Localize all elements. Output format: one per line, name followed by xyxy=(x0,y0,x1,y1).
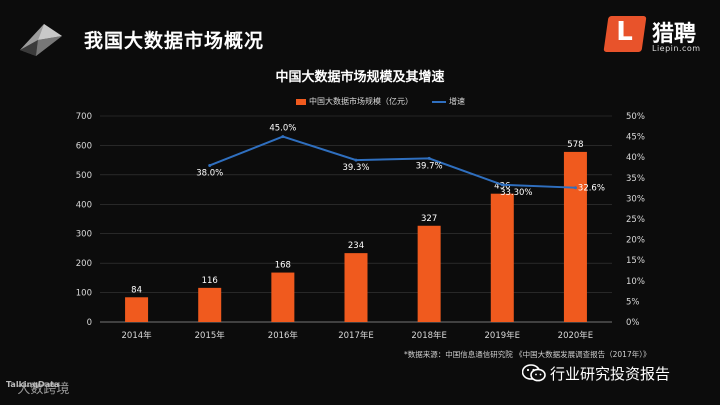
y-right-tick-label: 10% xyxy=(626,277,645,287)
y-right-tick-label: 5% xyxy=(626,297,640,307)
x-tick-label: 2019年E xyxy=(485,330,521,341)
bar-value-label: 234 xyxy=(348,241,364,251)
bar xyxy=(490,193,514,322)
wechat-icon xyxy=(522,364,546,382)
y-right-tick-label: 40% xyxy=(626,153,645,163)
y-left-tick-label: 300 xyxy=(76,230,92,240)
y-right-tick-label: 20% xyxy=(626,236,645,246)
y-left-tick-label: 400 xyxy=(76,200,92,210)
bar-value-label: 84 xyxy=(131,285,142,295)
bar-value-label: 327 xyxy=(421,214,437,224)
legend-label-bar: 中国大数据市场规模（亿元） xyxy=(309,97,413,106)
watermark: TalkingData大数跨境 xyxy=(6,378,69,397)
watermark-brand: TalkingData xyxy=(6,380,60,389)
source-note: *数据来源：中国信息通信研究院 《中国大数据发展调查报告（2017年）》 xyxy=(404,350,651,359)
growth-point xyxy=(573,186,577,190)
wechat-account-name: 行业研究投资报告 xyxy=(550,365,671,383)
x-tick-label: 2018年E xyxy=(411,330,447,341)
bar-value-label: 116 xyxy=(202,276,218,286)
growth-point xyxy=(354,158,358,162)
legend-swatch-bar xyxy=(296,98,306,105)
y-right-tick-label: 50% xyxy=(626,112,645,122)
y-right-tick-label: 0% xyxy=(626,318,640,328)
chart-title: 中国大数据市场规模及其增速 xyxy=(275,70,445,85)
logo-name: 猎聘 xyxy=(652,22,697,47)
growth-point xyxy=(427,156,431,160)
y-left-tick-label: 0 xyxy=(87,318,92,328)
bar xyxy=(563,151,587,322)
y-right-tick-label: 45% xyxy=(626,133,645,143)
bar-value-label: 578 xyxy=(567,140,583,150)
legend-swatch-line xyxy=(432,100,446,103)
bar xyxy=(417,225,441,322)
growth-point xyxy=(500,183,504,187)
x-tick-label: 2017年E xyxy=(338,330,374,341)
bar-value-label: 436 xyxy=(494,182,510,192)
growth-point xyxy=(208,163,212,167)
growth-value-label: 39.7% xyxy=(416,161,443,171)
header: 我国大数据市场概况 L 猎聘 Liepin.com xyxy=(0,0,720,68)
legend-item-line: 增速 xyxy=(432,96,465,107)
x-tick-label: 2014年 xyxy=(122,330,153,341)
growth-line xyxy=(209,135,576,189)
y-left-tick-label: 100 xyxy=(76,289,92,299)
y-right-tick-label: 25% xyxy=(626,215,645,225)
y-left-tick-label: 700 xyxy=(76,112,92,122)
legend-label-line: 增速 xyxy=(449,97,465,106)
watermark-text: 大数跨境 xyxy=(17,382,70,397)
page-title: 我国大数据市场概况 xyxy=(84,30,265,52)
x-tick-label: 2020年E xyxy=(558,330,594,341)
y-right-tick-label: 15% xyxy=(626,256,645,266)
x-tick-label: 2016年 xyxy=(268,330,299,341)
wechat-account: 行业研究投资报告 xyxy=(522,362,720,384)
growth-value-label: 38.0% xyxy=(196,168,223,178)
legend-item-bar: 中国大数据市场规模（亿元） xyxy=(296,96,413,107)
y-left-tick-label: 600 xyxy=(76,141,92,151)
y-right-tick-label: 35% xyxy=(626,174,645,184)
bar xyxy=(198,287,222,322)
y-left-tick-label: 500 xyxy=(76,171,92,181)
logo-domain: Liepin.com xyxy=(652,44,701,53)
growth-value-label: 32.6% xyxy=(578,184,605,194)
growth-value-label: 39.3% xyxy=(342,163,369,173)
crystal-logo-icon xyxy=(20,24,62,56)
bar xyxy=(271,272,295,322)
bar xyxy=(344,253,368,322)
y-left-tick-label: 200 xyxy=(76,259,92,269)
y-right-tick-label: 30% xyxy=(626,194,645,204)
growth-value-label: 45.0% xyxy=(269,124,296,134)
x-tick-label: 2015年 xyxy=(195,330,226,341)
growth-value-label: 33.30% xyxy=(500,188,532,198)
growth-point xyxy=(281,135,285,139)
bar xyxy=(125,297,149,322)
bar-value-label: 168 xyxy=(275,261,291,271)
liepin-logo: L 猎聘 Liepin.com xyxy=(603,16,706,53)
